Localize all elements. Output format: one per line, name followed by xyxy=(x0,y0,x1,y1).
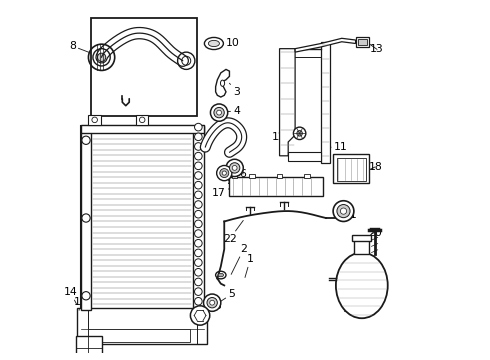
Bar xyxy=(352,235,371,241)
Text: 17: 17 xyxy=(212,188,229,198)
Circle shape xyxy=(294,127,306,140)
Circle shape xyxy=(210,300,215,305)
Bar xyxy=(249,174,255,178)
Ellipse shape xyxy=(195,297,202,305)
Ellipse shape xyxy=(336,253,388,318)
Circle shape xyxy=(82,292,90,300)
Text: 6: 6 xyxy=(240,168,246,179)
Bar xyxy=(354,240,369,254)
Text: 8: 8 xyxy=(69,41,96,55)
Ellipse shape xyxy=(195,239,202,247)
Bar xyxy=(81,126,203,310)
Circle shape xyxy=(203,294,221,311)
Circle shape xyxy=(232,166,237,170)
Ellipse shape xyxy=(195,172,202,179)
Ellipse shape xyxy=(195,249,202,257)
Ellipse shape xyxy=(195,210,202,218)
Text: 10: 10 xyxy=(222,39,240,49)
Ellipse shape xyxy=(218,273,223,277)
Text: 21: 21 xyxy=(343,210,357,220)
Text: 5: 5 xyxy=(220,289,235,302)
Bar xyxy=(91,18,196,116)
Bar xyxy=(193,126,203,310)
Bar xyxy=(81,125,203,133)
Circle shape xyxy=(98,53,106,62)
Text: 19: 19 xyxy=(343,302,357,314)
Ellipse shape xyxy=(195,123,202,131)
Circle shape xyxy=(210,104,228,121)
Circle shape xyxy=(191,306,210,325)
Text: 2: 2 xyxy=(231,244,247,274)
Ellipse shape xyxy=(220,80,224,86)
Text: 22: 22 xyxy=(223,220,243,244)
Ellipse shape xyxy=(195,152,202,160)
Circle shape xyxy=(341,208,346,214)
Text: 3: 3 xyxy=(229,83,240,97)
Circle shape xyxy=(337,204,350,218)
Circle shape xyxy=(333,201,354,221)
Text: 7: 7 xyxy=(225,176,232,186)
Circle shape xyxy=(214,107,224,118)
Text: 4: 4 xyxy=(228,106,240,116)
Ellipse shape xyxy=(195,181,202,189)
Ellipse shape xyxy=(195,220,202,228)
Circle shape xyxy=(217,110,221,115)
Text: 13: 13 xyxy=(368,44,384,54)
Ellipse shape xyxy=(195,230,202,237)
Bar xyxy=(75,336,101,355)
Circle shape xyxy=(80,357,85,360)
Text: 11: 11 xyxy=(330,142,347,152)
Ellipse shape xyxy=(195,133,202,141)
Circle shape xyxy=(82,214,90,222)
Ellipse shape xyxy=(195,143,202,150)
Ellipse shape xyxy=(195,288,202,296)
Text: 1: 1 xyxy=(245,255,254,278)
Ellipse shape xyxy=(195,191,202,199)
Bar xyxy=(277,174,282,178)
Circle shape xyxy=(220,168,229,177)
Bar xyxy=(229,176,323,195)
Circle shape xyxy=(217,166,232,181)
Circle shape xyxy=(297,131,302,136)
Bar xyxy=(88,329,190,342)
Polygon shape xyxy=(280,49,295,156)
Circle shape xyxy=(226,159,243,176)
Ellipse shape xyxy=(195,269,202,276)
Text: 15: 15 xyxy=(74,297,88,310)
Text: 18: 18 xyxy=(368,162,382,172)
Circle shape xyxy=(78,355,87,360)
Bar xyxy=(81,126,91,310)
Circle shape xyxy=(222,171,226,175)
Ellipse shape xyxy=(208,40,220,46)
Ellipse shape xyxy=(195,278,202,286)
Ellipse shape xyxy=(195,259,202,266)
Text: 14: 14 xyxy=(64,287,77,305)
Ellipse shape xyxy=(195,162,202,170)
Circle shape xyxy=(207,297,218,308)
Text: 20: 20 xyxy=(368,228,382,238)
Bar xyxy=(88,115,101,125)
Bar xyxy=(77,308,207,344)
Bar xyxy=(232,174,237,178)
Bar xyxy=(136,115,148,125)
Ellipse shape xyxy=(195,201,202,208)
Bar xyxy=(333,154,369,184)
Circle shape xyxy=(82,136,90,144)
Text: 9: 9 xyxy=(105,96,123,106)
Bar xyxy=(304,174,310,178)
Bar xyxy=(358,39,367,45)
Text: 12: 12 xyxy=(272,132,294,143)
Text: 16: 16 xyxy=(207,301,223,315)
Bar xyxy=(288,152,321,161)
Bar xyxy=(356,37,369,47)
Bar xyxy=(337,158,366,181)
Polygon shape xyxy=(295,38,356,52)
Ellipse shape xyxy=(216,271,226,279)
Polygon shape xyxy=(216,69,229,97)
Circle shape xyxy=(229,163,240,173)
Bar xyxy=(321,42,330,163)
Ellipse shape xyxy=(204,37,223,50)
